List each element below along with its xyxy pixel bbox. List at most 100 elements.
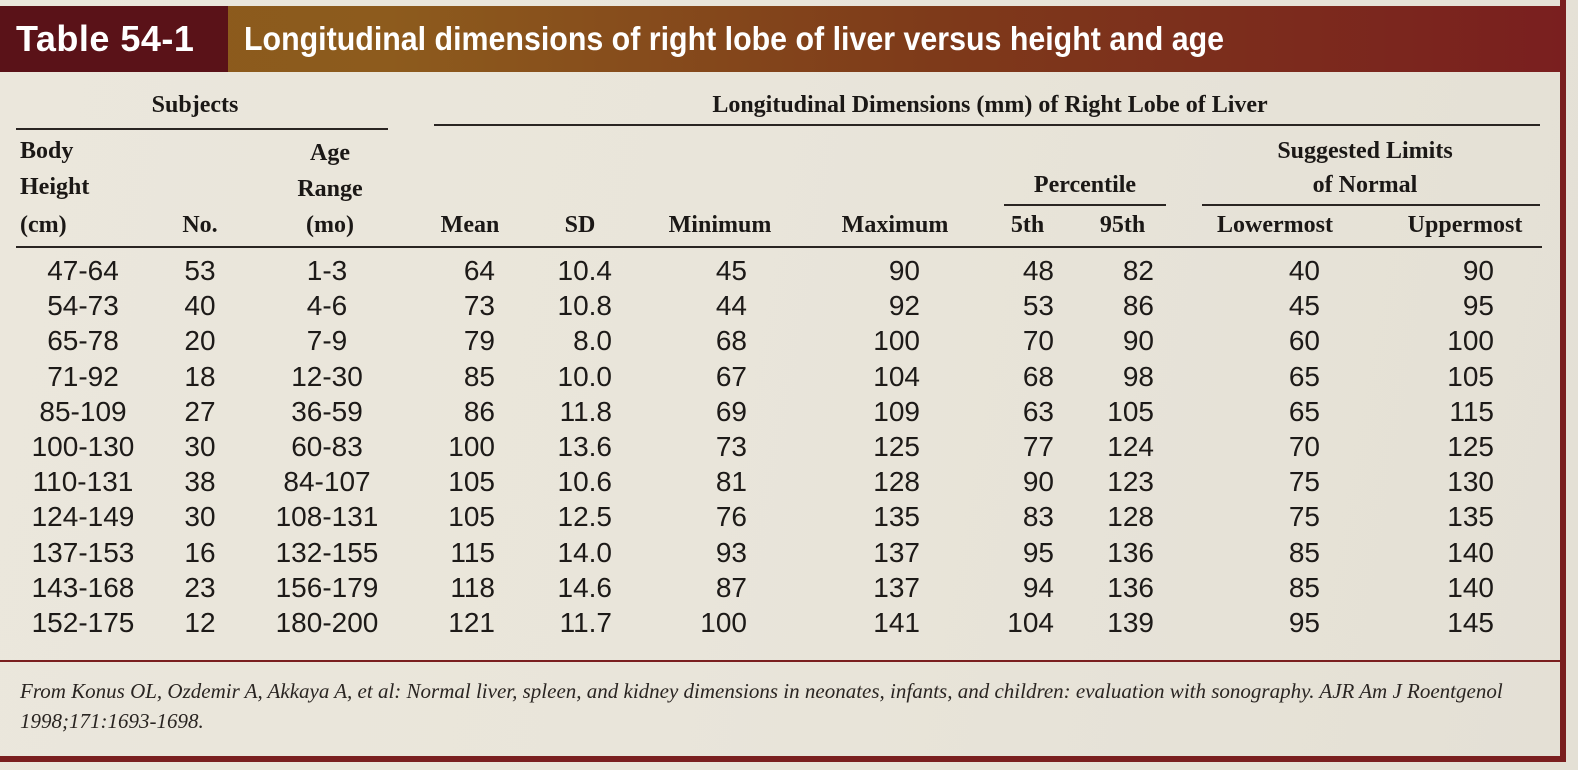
cell-95th: 136: [1107, 571, 1154, 603]
cell-5th: 77: [1022, 431, 1054, 462]
cell-lowermost: 45: [1288, 290, 1320, 322]
cell-no: 18: [184, 360, 216, 392]
cell-sd: 12.5: [557, 501, 613, 533]
cell-sd: 10.0: [557, 360, 613, 392]
col-header-maximum: Maximum: [841, 212, 949, 238]
group-subjects: Subjects: [151, 92, 239, 118]
cell-lowermost: 85: [1288, 571, 1320, 603]
cell-minimum: 68: [715, 325, 747, 357]
cell-lowermost: 40: [1288, 255, 1320, 286]
cell-uppermost: 105: [1447, 360, 1494, 392]
cell-sd: 11.8: [559, 395, 612, 427]
cell-age: 36-59: [291, 395, 363, 427]
cell-5th: 104: [1007, 607, 1054, 638]
cell-uppermost: 115: [1449, 395, 1494, 427]
cell-height: 65-78: [47, 325, 119, 357]
cell-height: 110-131: [32, 466, 134, 498]
cell-height: 143-168: [31, 571, 135, 603]
rule-header-bottom: [16, 246, 1542, 248]
cell-minimum: 81: [715, 466, 747, 498]
group-percentile: Percentile: [1033, 172, 1137, 198]
cell-uppermost: 125: [1447, 431, 1494, 462]
cell-height: 100-130: [31, 431, 135, 462]
cell-no: 23: [184, 571, 216, 603]
rule-percentile: [1004, 204, 1166, 206]
cell-sd: 14.0: [557, 536, 613, 568]
cell-maximum: 109: [873, 395, 920, 427]
group-suggested-limits-line2: of Normal: [1312, 172, 1418, 198]
cell-lowermost: 95: [1288, 607, 1320, 638]
cell-height: 85-109: [39, 395, 127, 427]
cell-uppermost: 95: [1462, 290, 1494, 322]
table-number: Table 54-1: [16, 18, 195, 59]
cell-95th: 136: [1107, 536, 1154, 568]
col-header-age-3: (mo): [306, 212, 354, 238]
cell-5th: 63: [1022, 395, 1054, 427]
table-title: Longitudinal dimensions of right lobe of…: [244, 20, 1225, 57]
cell-maximum: 104: [873, 360, 920, 392]
cell-maximum: 125: [873, 431, 920, 462]
cell-uppermost: 130: [1447, 466, 1494, 498]
col-header-sd: SD: [564, 212, 596, 238]
cell-height: 71-92: [47, 360, 119, 392]
cell-maximum: 137: [873, 571, 920, 603]
cell-height: 124-149: [31, 501, 135, 533]
cell-minimum: 69: [715, 395, 747, 427]
rule-dimensions: [434, 124, 1540, 126]
cell-age: 132-155: [275, 536, 379, 568]
col-header-uppermost: Uppermost: [1407, 212, 1523, 238]
cell-maximum: 128: [873, 466, 920, 498]
cell-mean: 115: [450, 536, 495, 568]
cell-5th: 48: [1022, 255, 1054, 286]
cell-uppermost: 140: [1447, 536, 1494, 568]
cell-maximum: 135: [873, 501, 920, 533]
cell-95th: 139: [1107, 607, 1154, 638]
col-header-height-3: (cm): [20, 212, 67, 238]
cell-sd: 13.6: [557, 431, 613, 462]
cell-minimum: 67: [715, 360, 747, 392]
cell-age: 12-30: [291, 360, 363, 392]
cell-no: 16: [184, 536, 216, 568]
col-header-lowermost: Lowermost: [1217, 212, 1333, 238]
cell-no: 27: [184, 395, 216, 427]
cell-lowermost: 75: [1288, 501, 1320, 533]
cell-5th: 53: [1022, 290, 1054, 322]
cell-minimum: 44: [715, 290, 747, 322]
cell-mean: 85: [463, 360, 495, 392]
cell-lowermost: 75: [1288, 466, 1320, 498]
cell-5th: 95: [1022, 536, 1054, 568]
cell-uppermost: 90: [1462, 255, 1494, 286]
group-suggested-limits-line1: Suggested Limits: [1277, 138, 1453, 164]
cell-maximum: 137: [873, 536, 920, 568]
cell-mean: 121: [448, 607, 495, 638]
col-header-minimum: Minimum: [668, 212, 772, 238]
cell-95th: 98: [1122, 360, 1154, 392]
cell-95th: 124: [1107, 431, 1154, 462]
cell-sd: 10.6: [557, 466, 613, 498]
cell-lowermost: 65: [1288, 360, 1320, 392]
cell-lowermost: 60: [1288, 325, 1320, 357]
cell-sd: 14.6: [557, 571, 613, 603]
col-header-height-1: Body: [20, 138, 74, 164]
cell-maximum: 90: [888, 255, 920, 286]
cell-no: 12: [184, 607, 216, 638]
cell-maximum: 100: [873, 325, 920, 357]
cell-age: 180-200: [275, 607, 379, 638]
cell-lowermost: 65: [1288, 395, 1320, 427]
cell-95th: 82: [1122, 255, 1154, 286]
cell-sd: 11.7: [559, 607, 612, 638]
cell-age: 60-83: [291, 431, 363, 462]
cell-5th: 70: [1022, 325, 1054, 357]
cell-height: 54-73: [47, 290, 119, 322]
cell-minimum: 73: [715, 431, 747, 462]
cell-mean: 79: [463, 325, 495, 357]
cell-mean: 100: [448, 431, 495, 462]
cell-no: 38: [184, 466, 216, 498]
cell-no: 20: [184, 325, 216, 357]
cell-age: 156-179: [275, 571, 379, 603]
cell-uppermost: 140: [1447, 571, 1494, 603]
cell-height: 152-175: [31, 607, 135, 638]
cell-mean: 73: [463, 290, 495, 322]
table-footer: From Konus OL, Ozdemir A, Akkaya A, et a…: [0, 660, 1562, 756]
